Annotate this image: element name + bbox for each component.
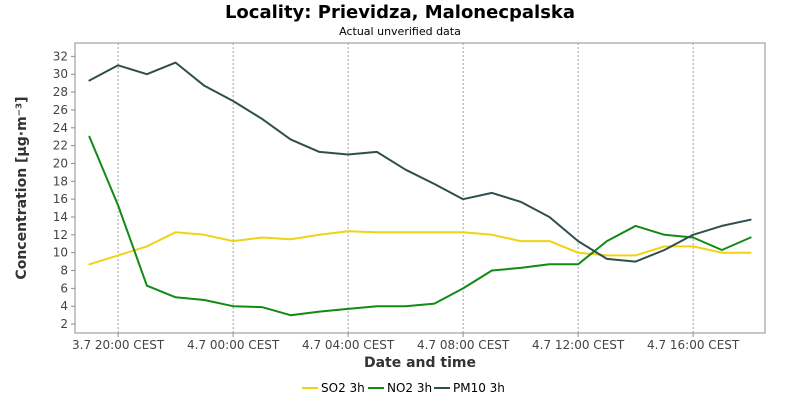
x-tick-label: 4.7 08:00 CEST [417,338,510,352]
chart-title: Locality: Prievidza, Malonecpalska [225,2,575,23]
x-tick-label: 4.7 16:00 CEST [647,338,740,352]
x-tick-label: 4.7 00:00 CEST [187,338,280,352]
y-axis-label: Concentration [µg·m⁻³] [14,96,30,279]
legend-label: PM10 3h [453,381,505,395]
y-tick-label: 26 [53,103,68,117]
y-tick-label: 32 [53,49,68,63]
x-tick-label: 3.7 20:00 CEST [72,338,165,352]
x-tick-label: 4.7 12:00 CEST [532,338,625,352]
y-tick-label: 20 [53,156,68,170]
legend: SO2 3h NO2 3h PM10 3h [302,381,505,395]
x-axis-ticks: 3.7 20:00 CEST 4.7 00:00 CEST 4.7 04:00 CE… [72,333,740,352]
y-tick-label: 2 [60,317,68,331]
plot-area [74,42,766,334]
y-tick-label: 12 [53,228,68,242]
y-tick-label: 4 [60,299,68,313]
y-tick-label: 24 [53,121,68,135]
y-tick-label: 14 [53,210,68,224]
y-tick-label: 10 [53,246,68,260]
y-tick-label: 16 [53,192,68,206]
series [88,61,752,317]
x-tick-label: 4.7 04:00 CEST [302,338,395,352]
chart-subtitle: Actual unverified data [339,25,461,38]
y-tick-label: 6 [60,281,68,295]
legend-label: NO2 3h [387,381,432,395]
series-line-pm10-3h [88,61,752,263]
y-tick-label: 18 [53,174,68,188]
legend-label: SO2 3h [321,381,365,395]
grid [117,43,694,333]
series-line-no2-3h [88,135,752,317]
x-axis-label: Date and time [364,355,476,371]
y-tick-label: 28 [53,85,68,99]
y-tick-label: 30 [53,67,68,81]
series-line-so2-3h [88,230,752,266]
y-tick-label: 8 [60,264,68,278]
y-tick-label: 22 [53,139,68,153]
